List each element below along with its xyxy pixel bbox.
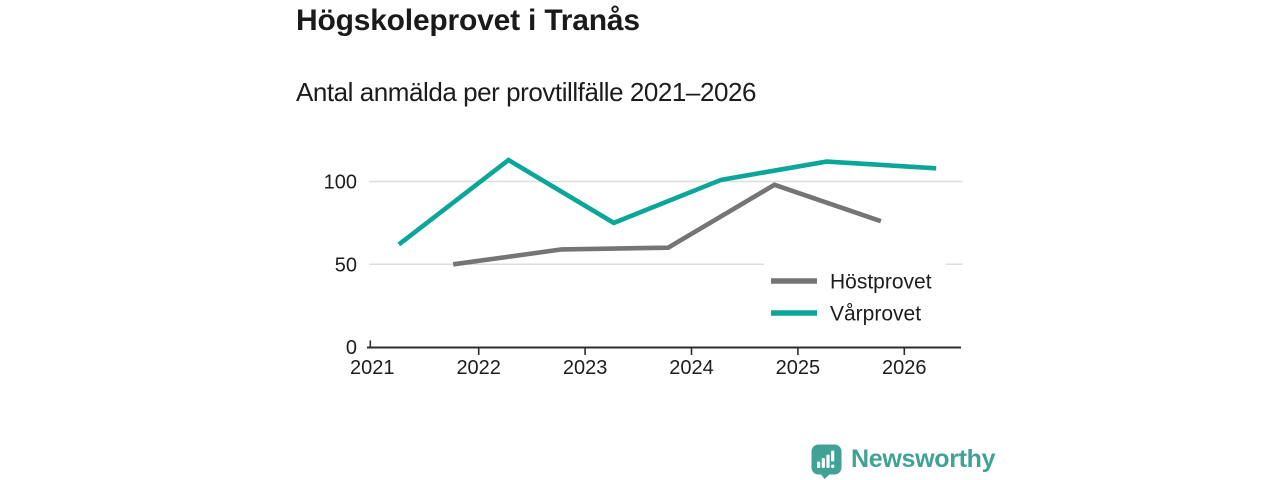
legend: Höstprovet Vårprovet: [764, 262, 946, 332]
legend-background: [764, 262, 946, 332]
gridlines: [369, 180, 963, 266]
series-lines: [397, 157, 937, 267]
series-line-höstprovet: [452, 182, 882, 267]
y-tick-label-0: 0: [346, 337, 357, 359]
chart-subtitle: Antal anmälda per provtillfälle 2021–202…: [296, 77, 756, 107]
brand-footer: Newsworthy: [811, 443, 996, 479]
x-tick-label-2023: 2023: [563, 357, 608, 379]
chart-title: Högskoleprovet i Tranås: [296, 4, 640, 37]
x-tick-label-2025: 2025: [776, 357, 821, 379]
brand-name: Newsworthy: [851, 444, 996, 473]
series-line-vårprovet: [397, 157, 937, 247]
y-axis-labels: 0 50 100: [324, 172, 357, 360]
newsworthy-bar-chart-speech-bubble-icon: [811, 444, 842, 479]
legend-label-hostprovet: Höstprovet: [830, 271, 932, 294]
x-tick-label-2021: 2021: [350, 357, 395, 379]
legend-label-varprovet: Vårprovet: [830, 303, 921, 326]
x-tick-label-2022: 2022: [456, 357, 501, 379]
y-tick-label-50: 50: [335, 254, 357, 276]
x-axis-ticks: [369, 340, 906, 355]
x-tick-label-2026: 2026: [882, 357, 927, 379]
x-tick-label-2024: 2024: [669, 357, 714, 379]
x-axis-labels: 2021 2022 2023 2024 2025 2026: [350, 357, 927, 379]
y-tick-label-100: 100: [324, 172, 357, 194]
